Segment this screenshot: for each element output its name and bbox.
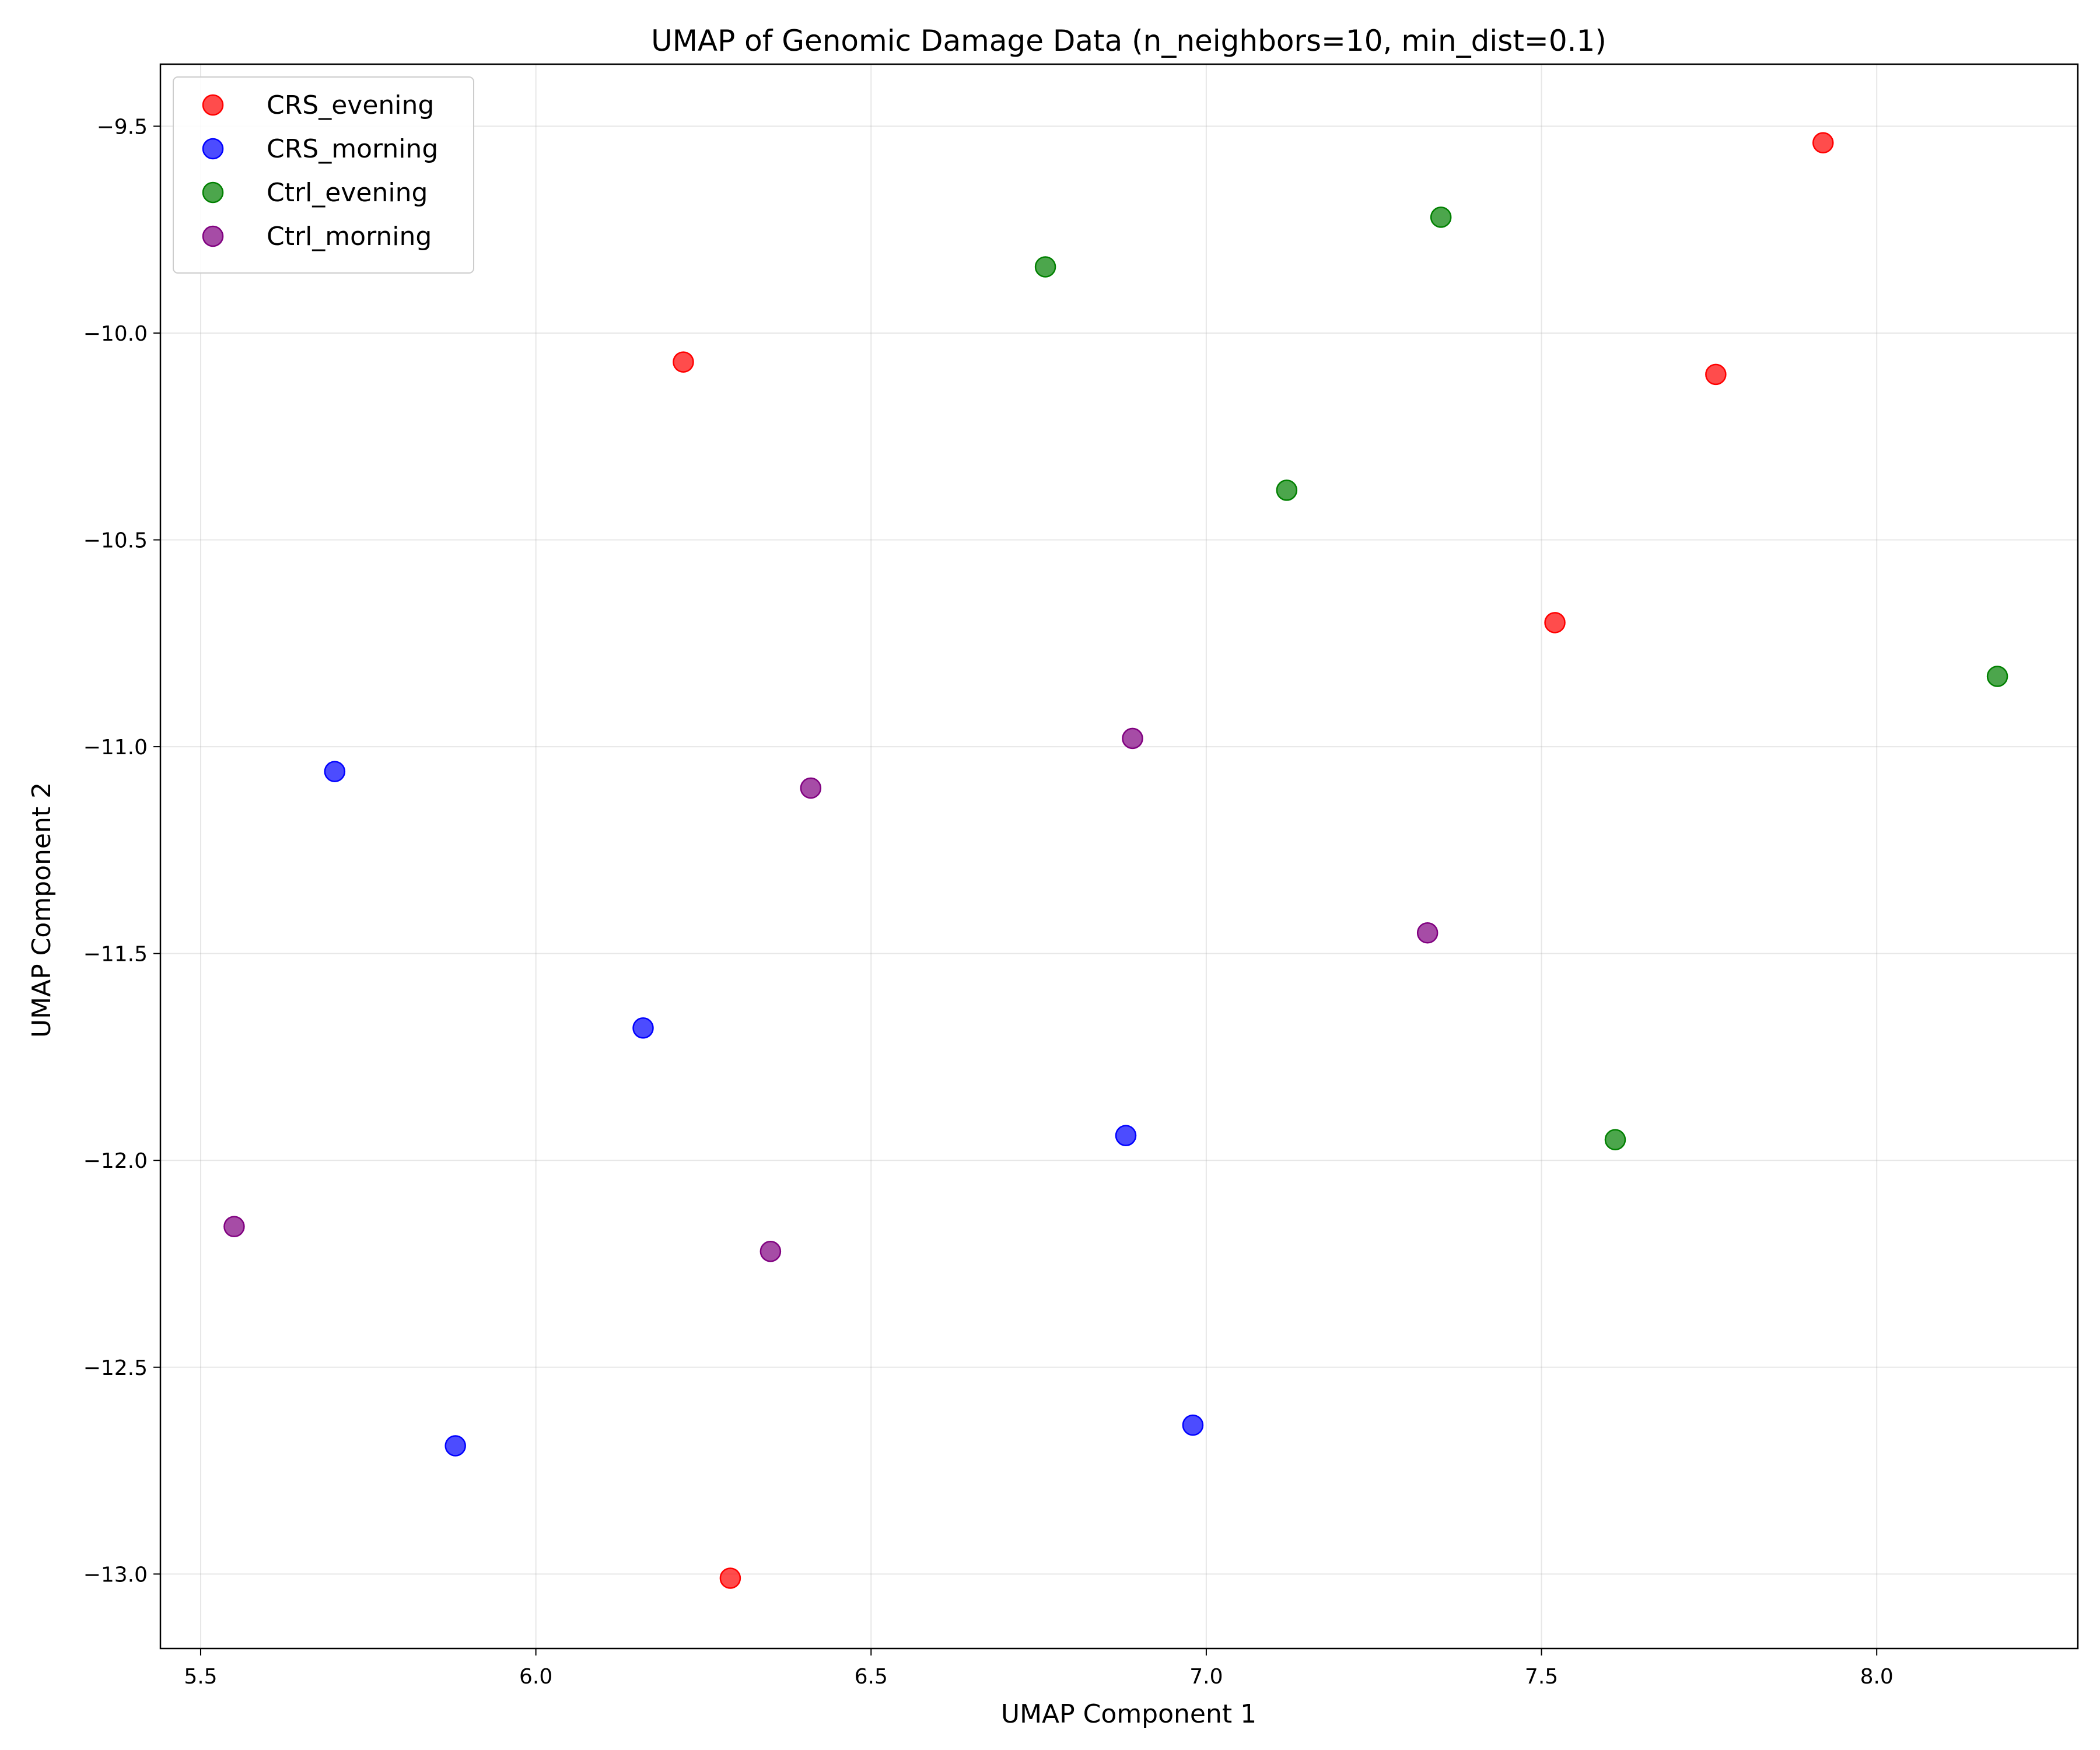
legend-label-crs-morning: CRS_morning (267, 134, 438, 164)
x-tick-label: 8.0 (1860, 1665, 1894, 1689)
axis-ticks: 5.5 6.0 6.5 7.0 7.5 8.0 −9.5 −10.0 −10.5 −11.0 −11… (83, 115, 1894, 1689)
point-ctrl-evening (1604, 1129, 1626, 1151)
point-ctrl-evening (1430, 206, 1452, 228)
y-axis-label: UMAP Component 2 (27, 782, 57, 1038)
y-tick-label: −11.5 (83, 943, 148, 967)
y-tick-label: −13.0 (83, 1563, 148, 1587)
point-crs-morning (324, 761, 346, 782)
legend-box (173, 76, 474, 274)
legend-marker-crs-morning (202, 138, 224, 160)
x-tick-label: 6.5 (855, 1665, 888, 1689)
legend-label-ctrl-evening: Ctrl_evening (267, 178, 428, 208)
point-ctrl-morning (223, 1216, 245, 1237)
point-crs-morning (1182, 1414, 1204, 1436)
grid (160, 64, 2078, 1648)
legend-marker-crs-evening (202, 94, 224, 116)
point-ctrl-morning (1416, 922, 1438, 944)
y-tick-label: −12.5 (83, 1356, 148, 1380)
legend-marker-ctrl-morning (202, 225, 224, 247)
point-crs-morning (632, 1017, 654, 1039)
legend: CRS_evening CRS_morning Ctrl_evening Ctrl_m… (173, 76, 474, 274)
y-tick-label: −11.0 (83, 736, 148, 760)
y-tick-label: −10.0 (83, 322, 148, 346)
chart-title: UMAP of Genomic Damage Data (n_neighbors… (651, 24, 1606, 58)
point-ctrl-morning (800, 777, 822, 799)
data-points (223, 132, 2008, 1589)
x-tick-label: 7.0 (1189, 1665, 1223, 1689)
point-crs-evening (1544, 612, 1566, 634)
point-crs-evening (1705, 363, 1727, 386)
point-ctrl-evening (1034, 256, 1056, 278)
plot-area-frame (159, 63, 2079, 1650)
point-crs-morning (444, 1435, 466, 1457)
point-crs-evening (673, 351, 694, 373)
legend-label-ctrl-morning: Ctrl_morning (267, 222, 432, 251)
point-ctrl-morning (760, 1240, 782, 1262)
point-ctrl-evening (1986, 666, 2008, 687)
point-ctrl-morning (1122, 727, 1143, 750)
legend-label-crs-evening: CRS_evening (267, 90, 434, 120)
y-tick-label: −9.5 (97, 115, 148, 139)
point-ctrl-evening (1276, 480, 1298, 501)
point-crs-morning (1115, 1125, 1137, 1146)
point-crs-evening (719, 1567, 741, 1589)
x-tick-label: 5.5 (184, 1665, 217, 1689)
x-tick-label: 7.5 (1525, 1665, 1558, 1689)
y-tick-label: −10.5 (83, 529, 148, 553)
x-tick-label: 6.0 (519, 1665, 552, 1689)
x-axis-label: UMAP Component 1 (1001, 1699, 1256, 1729)
y-tick-label: −12.0 (83, 1149, 148, 1173)
point-crs-evening (1812, 132, 1834, 153)
legend-marker-ctrl-evening (202, 181, 224, 204)
